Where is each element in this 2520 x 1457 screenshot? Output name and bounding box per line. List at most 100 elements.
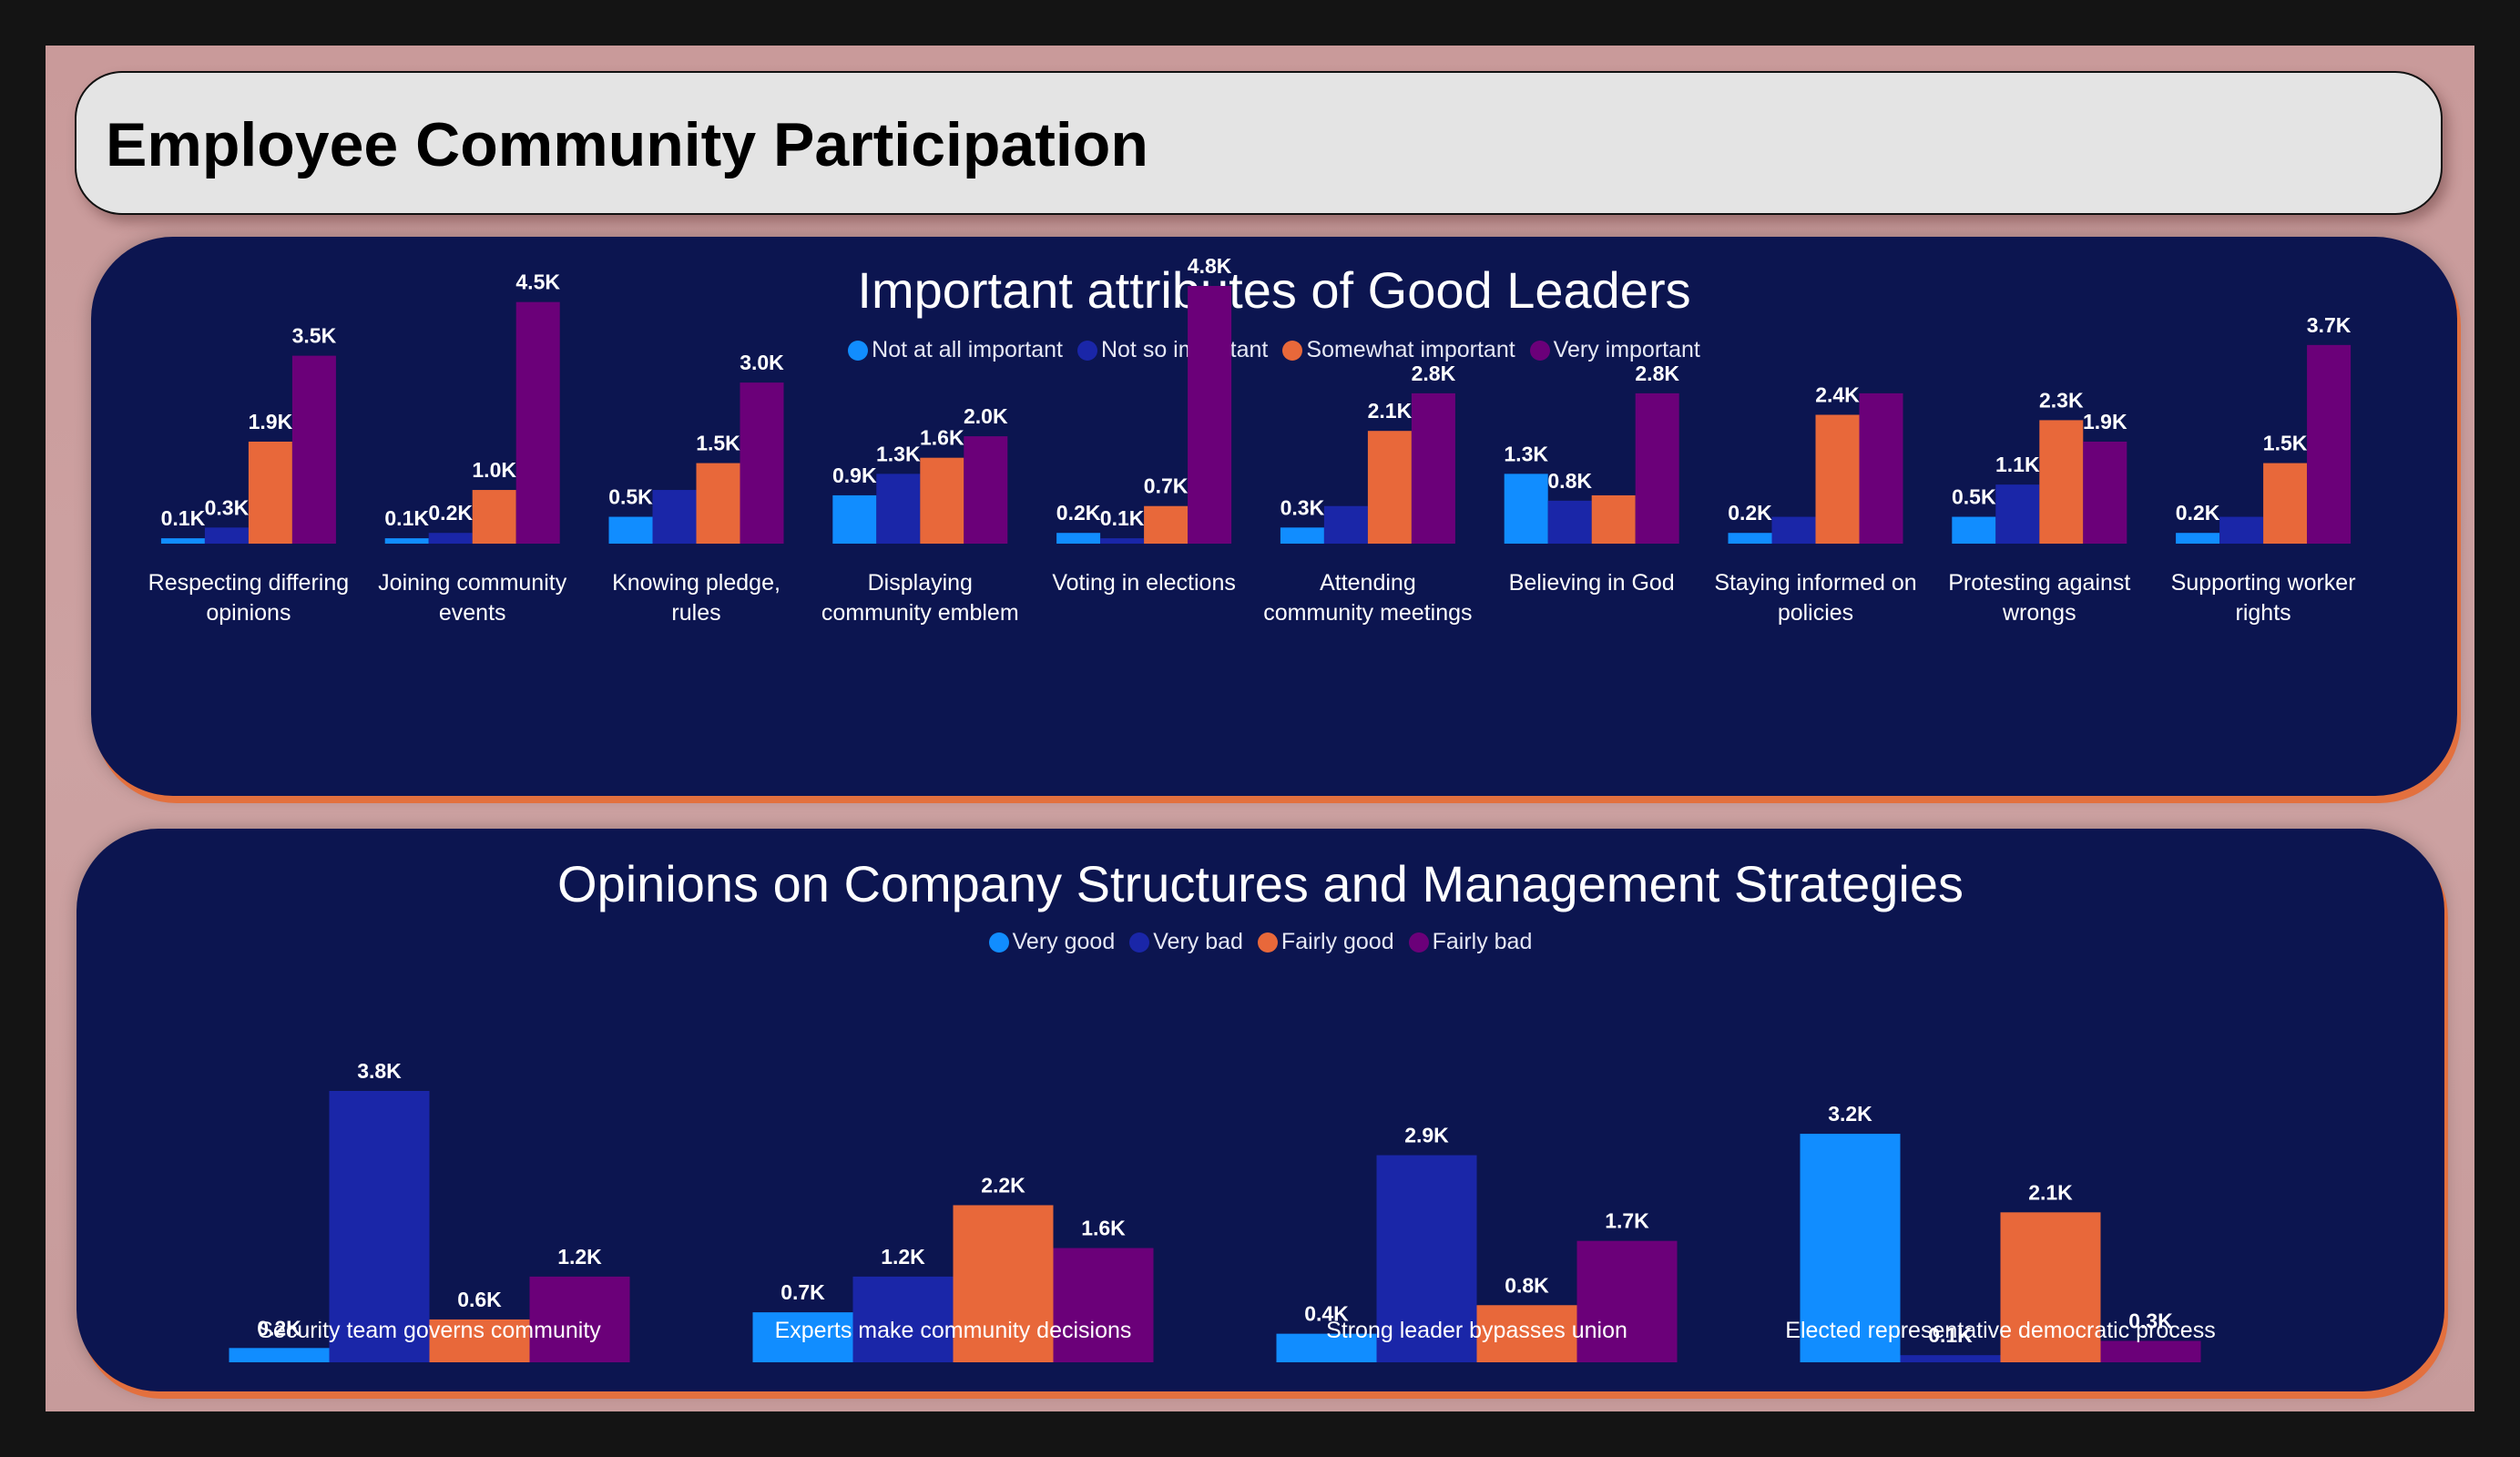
bar-staying-informed-on-policies-not-at-all-important[interactable]	[1728, 533, 1772, 544]
bar-elected-representative-democratic-process-very-bad[interactable]	[1900, 1355, 2001, 1362]
data-label: 0.3K	[205, 495, 250, 519]
bar-believing-in-god-not-so-important[interactable]	[1547, 500, 1592, 544]
bar-elected-representative-democratic-process-very-good[interactable]	[1800, 1134, 1901, 1362]
category-label: wrongs	[2002, 600, 2076, 626]
header-bar: Employee Community Participation	[75, 71, 2443, 215]
data-label: 0.2K	[428, 501, 473, 525]
legend-item-fairly-good[interactable]: Fairly good	[1257, 929, 1394, 955]
bar-believing-in-god-very-important[interactable]	[1635, 392, 1679, 544]
bar-believing-in-god-not-at-all-important[interactable]	[1504, 474, 1548, 544]
data-label: 0.2K	[1056, 501, 1101, 525]
data-label: 0.5K	[608, 485, 653, 509]
bar-protesting-against-wrongs-somewhat-important[interactable]	[2039, 420, 2084, 544]
bar-displaying-community-emblem-somewhat-important[interactable]	[920, 457, 964, 544]
bar-supporting-worker-rights-not-so-important[interactable]	[2219, 516, 2264, 544]
data-label: 2.0K	[964, 404, 1008, 428]
bar-protesting-against-wrongs-not-so-important[interactable]	[1995, 484, 2040, 544]
legend-item-not-so-important[interactable]: Not so important	[1076, 337, 1269, 363]
bar-attending-community-meetings-not-so-important[interactable]	[1323, 505, 1368, 544]
bar-voting-in-elections-very-important[interactable]	[1188, 286, 1232, 544]
data-label: 1.7K	[1605, 1209, 1649, 1233]
legend-item-very-important[interactable]: Very important	[1529, 337, 1700, 363]
bar-strong-leader-bypasses-union-fairly-bad[interactable]	[1576, 1240, 1678, 1362]
legend-marker-icon	[1529, 340, 1550, 361]
bar-displaying-community-emblem-not-so-important[interactable]	[876, 474, 921, 544]
bar-protesting-against-wrongs-not-at-all-important[interactable]	[1952, 516, 1996, 544]
bar-voting-in-elections-somewhat-important[interactable]	[1144, 505, 1189, 544]
bar-attending-community-meetings-somewhat-important[interactable]	[1367, 431, 1412, 544]
bar-experts-make-community-decisions-fairly-good[interactable]	[953, 1205, 1054, 1362]
category-label: Voting in elections	[1052, 570, 1236, 596]
bar-security-team-governs-community-fairly-good[interactable]	[429, 1319, 530, 1362]
legend-label: Very bad	[1153, 929, 1243, 954]
bar-respecting-differing-opinions-not-so-important[interactable]	[204, 527, 249, 544]
legend-item-fairly-bad[interactable]: Fairly bad	[1408, 929, 1532, 955]
bar-respecting-differing-opinions-somewhat-important[interactable]	[248, 441, 292, 544]
data-label: 2.4K	[1815, 383, 1860, 407]
bar-attending-community-meetings-not-at-all-important[interactable]	[1280, 527, 1324, 544]
bar-experts-make-community-decisions-fairly-bad[interactable]	[1053, 1248, 1154, 1362]
bar-knowing-pledge-rules-somewhat-important[interactable]	[696, 463, 740, 544]
bar-supporting-worker-rights-somewhat-important[interactable]	[2263, 463, 2308, 544]
data-label: 0.1K	[1100, 506, 1145, 530]
bar-knowing-pledge-rules-not-at-all-important[interactable]	[608, 516, 653, 544]
bar-knowing-pledge-rules-very-important[interactable]	[740, 382, 784, 544]
legend-item-very-bad[interactable]: Very bad	[1129, 929, 1243, 955]
category-label: Strong leader bypasses union	[1326, 1318, 1627, 1343]
leaders-chart-legend[interactable]: Not at all important Not so important Some…	[91, 337, 2457, 363]
bar-joining-community-events-somewhat-important[interactable]	[472, 490, 516, 544]
legend-item-somewhat-important[interactable]: Somewhat important	[1282, 337, 1515, 363]
bar-joining-community-events-not-so-important[interactable]	[428, 533, 473, 544]
data-label: 0.6K	[457, 1288, 502, 1311]
bar-respecting-differing-opinions-not-at-all-important[interactable]	[160, 538, 205, 544]
data-label: 0.9K	[832, 464, 877, 487]
legend-label: Not at all important	[872, 337, 1063, 362]
legend-item-not-at-all-important[interactable]: Not at all important	[848, 337, 1063, 363]
category-label: policies	[1778, 600, 1853, 626]
bar-voting-in-elections-not-so-important[interactable]	[1100, 538, 1145, 544]
opinions-bar-chart[interactable]: 0.2K 3.8K 0.6K 1.2K Security team governs co…	[77, 829, 2444, 1391]
bar-security-team-governs-community-very-good[interactable]	[229, 1348, 330, 1362]
bar-protesting-against-wrongs-very-important[interactable]	[2083, 441, 2127, 544]
opinions-chart-title: Opinions on Company Structures and Manag…	[557, 855, 1964, 912]
bar-staying-informed-on-policies-very-important[interactable]	[1859, 392, 1903, 544]
bar-supporting-worker-rights-very-important[interactable]	[2307, 344, 2352, 544]
bar-respecting-differing-opinions-very-important[interactable]	[291, 355, 336, 544]
bar-security-team-governs-community-fairly-bad[interactable]	[529, 1276, 630, 1362]
bar-security-team-governs-community-very-bad[interactable]	[329, 1091, 430, 1362]
bar-staying-informed-on-policies-somewhat-important[interactable]	[1815, 414, 1860, 545]
data-label: 0.1K	[384, 506, 429, 530]
bar-strong-leader-bypasses-union-very-bad[interactable]	[1376, 1155, 1477, 1362]
legend-label: Not so important	[1100, 337, 1269, 362]
bar-believing-in-god-somewhat-important[interactable]	[1591, 494, 1636, 544]
bar-joining-community-events-not-at-all-important[interactable]	[384, 538, 429, 544]
legend-marker-icon	[848, 340, 869, 361]
leaders-attributes-panel: Important attributes of Good Leaders Not…	[91, 237, 2457, 796]
data-label: 2.8K	[1412, 362, 1456, 385]
category-label: Experts make community decisions	[775, 1318, 1132, 1343]
bar-experts-make-community-decisions-very-bad[interactable]	[852, 1276, 954, 1362]
bar-displaying-community-emblem-not-at-all-important[interactable]	[832, 494, 877, 544]
bar-experts-make-community-decisions-very-good[interactable]	[752, 1312, 853, 1362]
bar-staying-informed-on-policies-not-so-important[interactable]	[1771, 516, 1816, 544]
bar-voting-in-elections-not-at-all-important[interactable]	[1056, 533, 1101, 544]
bar-strong-leader-bypasses-union-fairly-good[interactable]	[1476, 1305, 1577, 1362]
bar-attending-community-meetings-very-important[interactable]	[1411, 392, 1455, 544]
category-label: Elected representative democratic proces…	[1785, 1318, 2215, 1343]
legend-item-very-good[interactable]: Very good	[988, 929, 1115, 955]
category-label: Believing in God	[1509, 570, 1675, 596]
data-label: 0.3K	[2128, 1309, 2173, 1332]
bar-joining-community-events-very-important[interactable]	[515, 301, 560, 544]
opinions-chart-legend[interactable]: Very good Very bad Fairly good Fairly bad	[77, 929, 2444, 955]
bar-elected-representative-democratic-process-fairly-bad[interactable]	[2100, 1340, 2201, 1362]
category-label: Attending	[1320, 570, 1416, 596]
category-label: Displaying	[868, 570, 973, 596]
category-label: opinions	[206, 600, 291, 626]
legend-marker-icon	[1257, 932, 1278, 953]
bar-strong-leader-bypasses-union-very-good[interactable]	[1276, 1333, 1377, 1362]
bar-elected-representative-democratic-process-fairly-good[interactable]	[2000, 1212, 2101, 1362]
bar-knowing-pledge-rules-not-so-important[interactable]	[652, 490, 697, 544]
bar-supporting-worker-rights-not-at-all-important[interactable]	[2176, 533, 2220, 544]
bar-displaying-community-emblem-very-important[interactable]	[964, 436, 1008, 544]
